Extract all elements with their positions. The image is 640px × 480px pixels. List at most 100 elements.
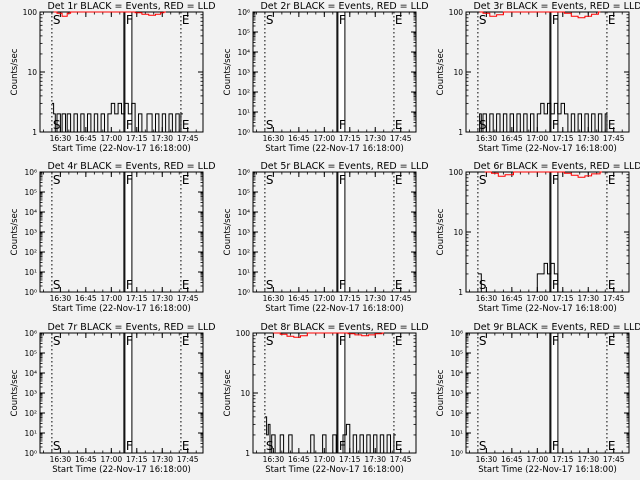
events-rate-series <box>51 102 183 133</box>
event-marker-label: S <box>53 278 61 292</box>
event-marker-label: S <box>266 334 274 348</box>
y-tick-label: 10⁰ <box>24 449 37 458</box>
x-tick-label: 16:30 <box>263 134 285 143</box>
event-marker-label: F <box>126 278 133 292</box>
x-tick-label: 16:45 <box>75 134 97 143</box>
y-tick-label: 1 <box>458 288 463 297</box>
x-tick-label: 17:15 <box>339 294 361 303</box>
x-tick-label: 17:30 <box>151 294 173 303</box>
y-tick-label: 10 <box>453 68 463 77</box>
y-tick-label: 10¹ <box>237 268 250 277</box>
x-tick-label: 17:45 <box>603 134 625 143</box>
x-axis-label: Start Time (22-Nov-17 16:18:00) <box>478 465 617 475</box>
events-rate-series <box>477 262 564 293</box>
event-marker-label: E <box>395 173 403 187</box>
y-tick-label: 10⁶ <box>450 329 463 338</box>
event-marker-label: E <box>608 13 616 27</box>
event-marker-label: E <box>182 334 190 348</box>
event-marker-label: E <box>182 118 190 132</box>
detector-panel: Det 5r BLACK = Events, RED = LLD 10⁰ 10¹ 10… <box>223 161 429 314</box>
x-tick-label: 17:30 <box>577 294 599 303</box>
events-rate-series <box>477 102 609 133</box>
x-tick-label: 16:30 <box>476 294 498 303</box>
y-tick-label: 10⁴ <box>237 48 250 57</box>
flare-interval-band <box>336 171 346 293</box>
y-tick-label: 10⁵ <box>450 349 463 358</box>
detector-panel: Det 2r BLACK = Events, RED = LLD 10⁰ 10¹ 10… <box>223 1 429 154</box>
x-tick-label: 16:30 <box>476 455 498 464</box>
y-tick-label: 10⁴ <box>24 208 37 217</box>
x-tick-label: 17:45 <box>390 134 412 143</box>
x-axis-label: Start Time (22-Nov-17 16:18:00) <box>52 144 191 154</box>
lld-rate-series <box>484 171 603 178</box>
x-tick-label: 16:45 <box>501 455 523 464</box>
x-tick-label: 16:45 <box>288 294 310 303</box>
x-tick-label: 17:30 <box>364 134 386 143</box>
x-tick-label: 17:00 <box>527 134 549 143</box>
y-tick-label: 10 <box>27 68 37 77</box>
y-axis-label: Counts/sec <box>436 369 446 416</box>
y-tick-label: 10³ <box>237 68 250 77</box>
event-marker-label: F <box>126 13 133 27</box>
y-tick-label: 10² <box>237 88 250 97</box>
y-tick-label: 10⁵ <box>237 28 250 37</box>
event-marker-label: S <box>266 118 274 132</box>
flare-interval-band <box>549 332 559 454</box>
plot-frame <box>252 171 417 293</box>
y-axis-label: Counts/sec <box>223 369 233 416</box>
panel-title: Det 6r BLACK = Events, RED = LLD <box>473 161 640 172</box>
plot-frame <box>465 332 630 454</box>
x-axis-label: Start Time (22-Nov-17 16:18:00) <box>478 304 617 314</box>
y-axis-label: Counts/sec <box>223 48 233 95</box>
detector-panel: Det 3r BLACK = Events, RED = LLD 1 10 100 16… <box>436 1 640 154</box>
x-tick-label: 16:30 <box>50 455 72 464</box>
event-marker-label: F <box>126 173 133 187</box>
x-tick-label: 16:30 <box>50 134 72 143</box>
x-tick-label: 17:45 <box>603 455 625 464</box>
panel-title: Det 2r BLACK = Events, RED = LLD <box>260 1 428 12</box>
y-tick-label: 1 <box>32 128 37 137</box>
x-tick-label: 17:45 <box>177 134 199 143</box>
event-marker-label: S <box>479 334 487 348</box>
event-marker-label: F <box>339 278 346 292</box>
y-tick-label: 10³ <box>24 228 37 237</box>
y-tick-label: 10¹ <box>237 108 250 117</box>
event-marker-label: F <box>339 13 346 27</box>
y-tick-label: 10⁰ <box>24 288 37 297</box>
y-axis-label: Counts/sec <box>10 369 20 416</box>
x-tick-label: 17:30 <box>577 134 599 143</box>
detector-panel: Det 1r BLACK = Events, RED = LLD 1 10 100 16… <box>10 1 216 154</box>
y-tick-label: 10⁶ <box>24 168 37 177</box>
x-tick-label: 17:15 <box>552 455 574 464</box>
event-marker-label: F <box>552 278 559 292</box>
x-tick-label: 17:15 <box>339 134 361 143</box>
panel-title: Det 9r BLACK = Events, RED = LLD <box>473 322 640 333</box>
x-tick-label: 16:30 <box>476 134 498 143</box>
event-marker-label: S <box>479 173 487 187</box>
y-tick-label: 10⁴ <box>450 369 463 378</box>
x-tick-label: 17:00 <box>527 455 549 464</box>
x-tick-label: 16:45 <box>288 134 310 143</box>
detector-panel: Det 4r BLACK = Events, RED = LLD 10⁰ 10¹ 10… <box>10 161 216 314</box>
lld-rate-series <box>273 332 384 338</box>
x-axis-label: Start Time (22-Nov-17 16:18:00) <box>478 144 617 154</box>
event-marker-label: E <box>608 173 616 187</box>
event-marker-label: F <box>552 173 559 187</box>
panel-title: Det 7r BLACK = Events, RED = LLD <box>47 322 215 333</box>
y-tick-label: 10² <box>237 248 250 257</box>
event-marker-label: F <box>552 13 559 27</box>
x-tick-label: 17:15 <box>126 455 148 464</box>
event-marker-label: S <box>266 13 274 27</box>
lld-rate-series <box>53 11 166 17</box>
x-tick-label: 16:45 <box>501 294 523 303</box>
panel-title: Det 5r BLACK = Events, RED = LLD <box>260 161 428 172</box>
x-tick-label: 17:45 <box>390 294 412 303</box>
event-marker-label: F <box>126 439 133 453</box>
event-marker-label: E <box>182 13 190 27</box>
plot-frame <box>252 11 417 133</box>
detector-panel: Det 6r BLACK = Events, RED = LLD 1 10 100 16… <box>436 161 640 314</box>
y-tick-label: 10⁵ <box>24 188 37 197</box>
y-tick-label: 1 <box>458 128 463 137</box>
flare-interval-band <box>123 171 133 293</box>
